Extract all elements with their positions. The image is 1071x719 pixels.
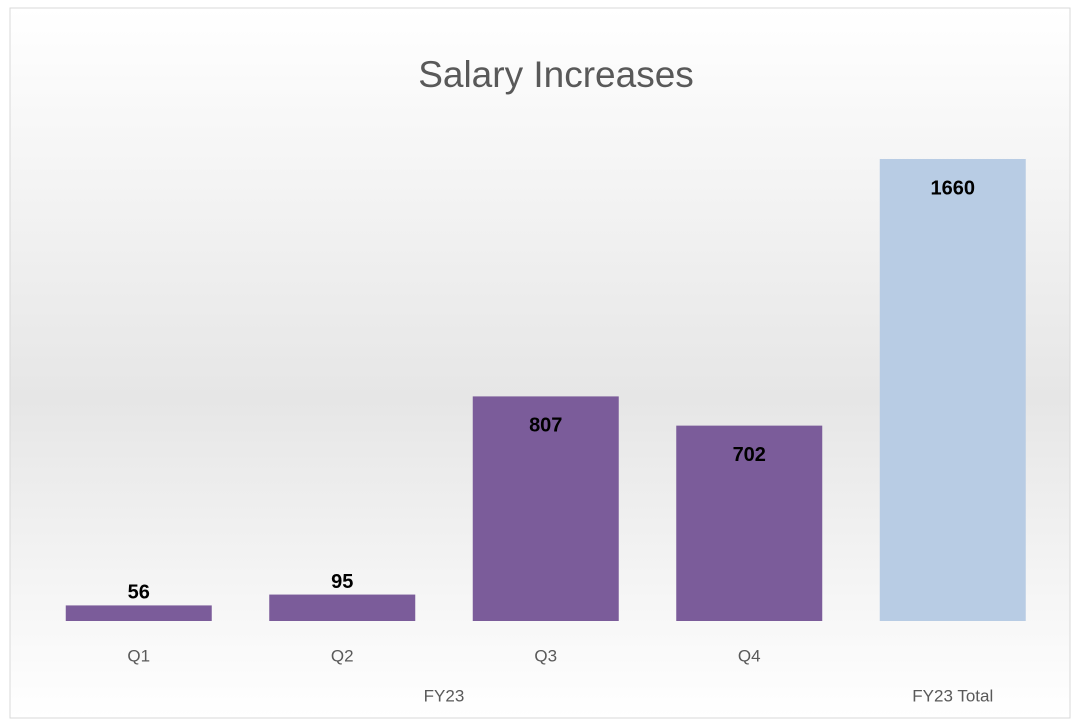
bar xyxy=(879,159,1026,621)
bar xyxy=(65,605,212,621)
bar xyxy=(472,396,619,621)
data-label: 95 xyxy=(331,571,353,593)
chart-title: Salary Increases xyxy=(418,54,694,95)
x-tick-label: Q1 xyxy=(127,646,150,665)
data-label: 702 xyxy=(733,444,766,466)
data-label: 1660 xyxy=(931,177,976,199)
x-tick-label: Q4 xyxy=(738,646,761,665)
data-label: 807 xyxy=(529,415,562,437)
group-label: FY23 Total xyxy=(912,686,993,705)
x-tick-label: Q3 xyxy=(534,646,557,665)
data-label: 56 xyxy=(128,582,150,604)
x-tick-label: Q2 xyxy=(331,646,354,665)
bar xyxy=(269,594,416,621)
group-label: FY23 xyxy=(424,686,465,705)
bar xyxy=(676,425,823,621)
